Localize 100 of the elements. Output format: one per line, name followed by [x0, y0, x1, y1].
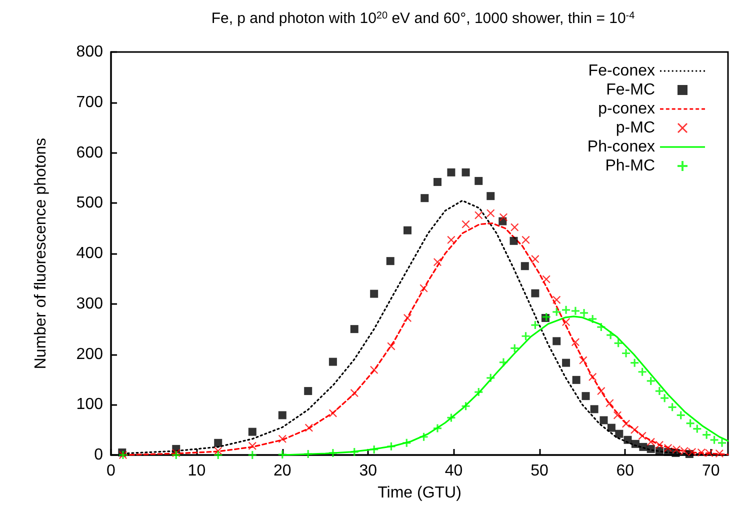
point — [447, 168, 456, 176]
point — [622, 420, 630, 428]
point — [613, 411, 622, 420]
point — [248, 428, 256, 436]
point — [278, 450, 286, 458]
point — [660, 394, 669, 402]
y-tick-label: 800 — [76, 44, 104, 60]
point — [630, 426, 639, 434]
point — [304, 450, 312, 458]
point — [579, 356, 588, 364]
point — [664, 444, 672, 452]
point — [172, 451, 180, 459]
x-tick-label: 60 — [616, 462, 634, 480]
point — [693, 424, 702, 433]
point — [646, 438, 655, 446]
point — [542, 275, 550, 284]
point — [672, 445, 681, 454]
legend-label: Ph-conex — [587, 138, 655, 156]
point — [718, 438, 726, 447]
point — [606, 399, 614, 408]
point — [278, 434, 286, 443]
point — [702, 430, 711, 439]
point — [655, 440, 664, 449]
x-tick-label: 30 — [359, 462, 378, 480]
point — [631, 440, 640, 448]
point — [520, 262, 529, 270]
point — [304, 387, 312, 396]
point — [474, 176, 483, 185]
y-tick-label: 400 — [76, 245, 104, 262]
point — [697, 448, 706, 456]
point — [486, 192, 495, 200]
point — [328, 358, 337, 366]
point — [638, 432, 646, 440]
point — [552, 337, 561, 346]
point — [447, 236, 456, 244]
point — [522, 332, 530, 340]
point — [655, 387, 664, 396]
point — [607, 424, 616, 432]
x-axis-title: Time (GTU) — [378, 484, 462, 502]
y-tick-label: 0 — [94, 446, 104, 464]
legend-label: Fe-conex — [588, 62, 655, 80]
point — [402, 438, 411, 447]
point — [588, 314, 597, 323]
point — [370, 445, 378, 454]
x-tick-label: 0 — [106, 462, 116, 480]
legend-label: p-MC — [616, 120, 655, 136]
x-tick-label: 70 — [702, 462, 720, 480]
point — [715, 449, 724, 458]
point — [387, 342, 396, 350]
point — [386, 257, 394, 266]
point — [572, 376, 580, 384]
point — [499, 213, 508, 222]
point — [638, 368, 646, 376]
point — [433, 424, 442, 432]
y-tick-label: 600 — [76, 144, 104, 162]
point — [606, 331, 615, 340]
point — [462, 402, 470, 410]
y-tick-label: 100 — [76, 396, 104, 414]
point — [510, 344, 519, 352]
point — [562, 358, 570, 367]
point — [615, 430, 624, 438]
point — [474, 211, 483, 220]
point — [590, 405, 598, 414]
y-tick-label: 200 — [76, 346, 104, 363]
x-tick-label: 20 — [273, 462, 292, 480]
point — [387, 442, 396, 450]
y-tick-label: 500 — [76, 194, 104, 212]
point — [705, 448, 714, 457]
point — [510, 236, 518, 245]
point — [462, 168, 470, 176]
point — [214, 451, 222, 459]
point — [278, 411, 286, 420]
point — [646, 376, 655, 385]
point — [688, 448, 696, 456]
point — [328, 409, 337, 418]
point — [668, 403, 676, 412]
point — [624, 436, 632, 444]
point — [582, 392, 590, 400]
point — [248, 451, 256, 459]
point — [433, 178, 442, 186]
point — [686, 419, 694, 428]
point — [350, 325, 358, 334]
x-tick-label: 10 — [188, 462, 206, 480]
point — [350, 448, 358, 456]
point — [571, 338, 580, 346]
legend-label: Ph-MC — [605, 158, 655, 174]
point — [404, 226, 412, 234]
point — [710, 436, 718, 444]
point — [350, 389, 358, 398]
point — [639, 442, 648, 451]
point — [588, 372, 597, 381]
point — [552, 296, 561, 304]
point — [600, 416, 608, 424]
point — [571, 306, 580, 315]
point — [597, 387, 606, 396]
point — [531, 321, 540, 330]
point — [562, 306, 570, 314]
x-tick-label: 50 — [530, 462, 548, 480]
point — [562, 318, 570, 326]
point — [404, 314, 412, 322]
